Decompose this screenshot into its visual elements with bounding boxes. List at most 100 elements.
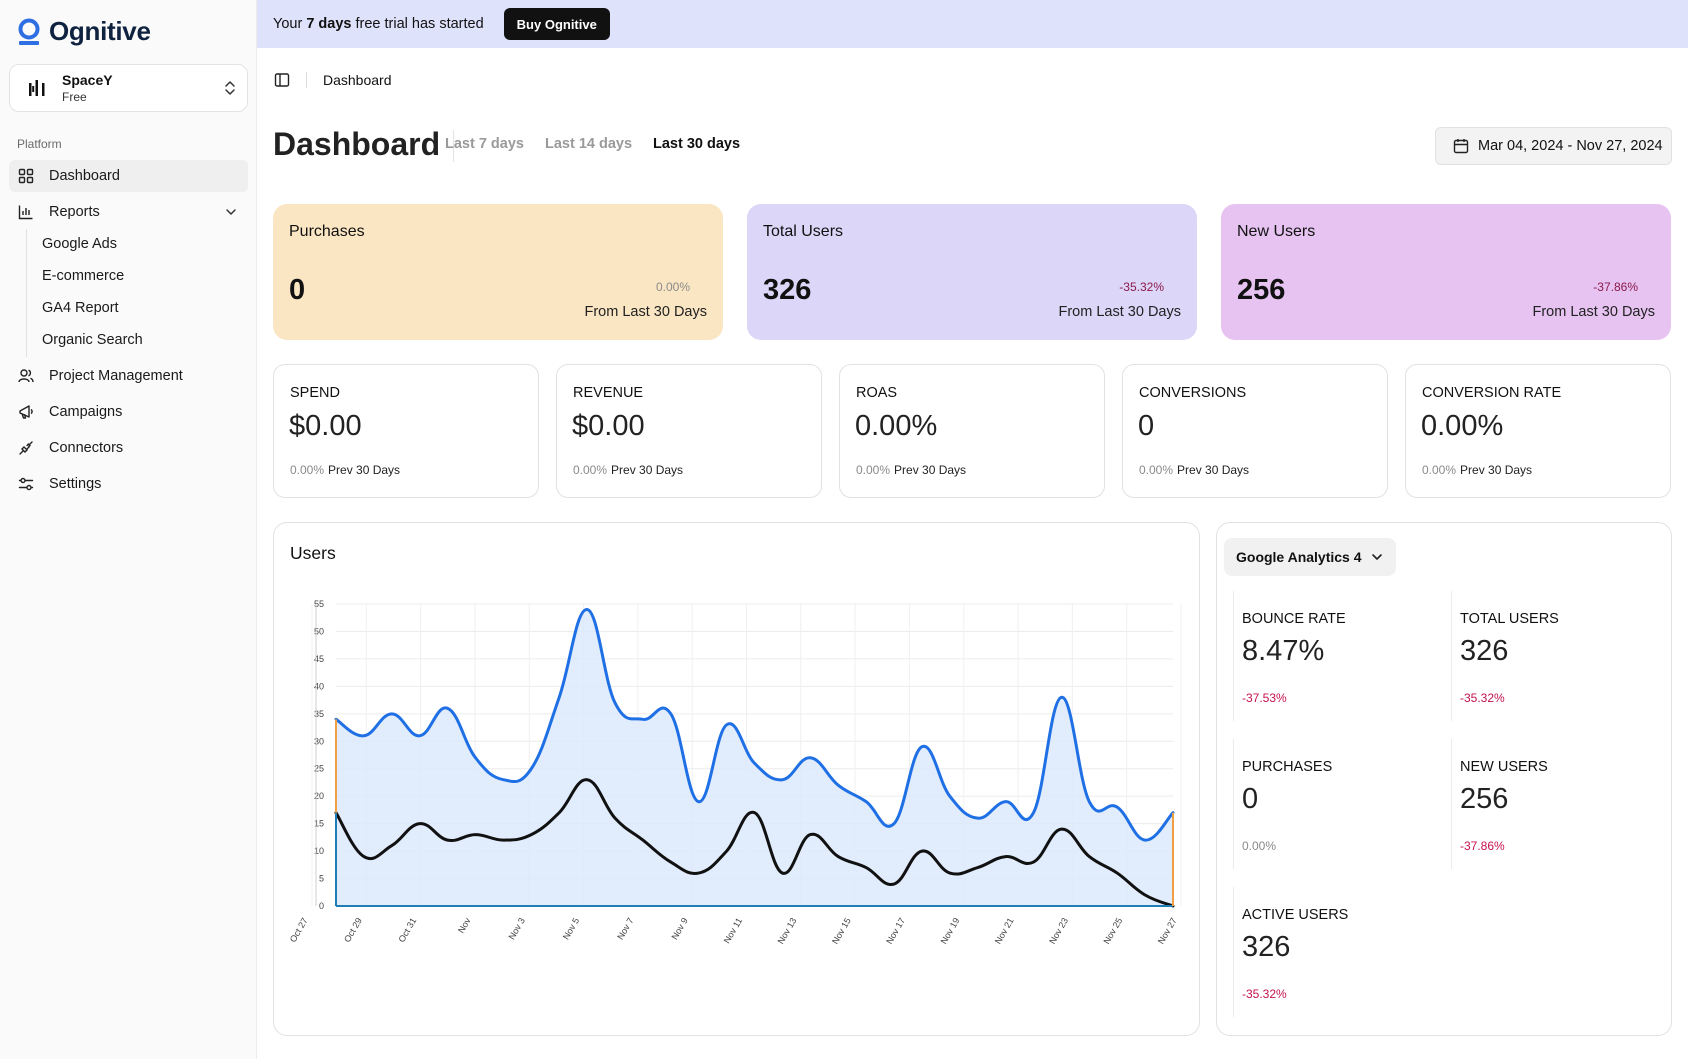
date-range-picker[interactable]: Mar 04, 2024 - Nov 27, 2024 [1435, 127, 1672, 165]
stat-delta: -37.86% [1460, 839, 1505, 853]
kpi-delta: -37.86% [1593, 280, 1638, 294]
ga-stat-new-users: NEW USERS 256 -37.86% [1451, 739, 1651, 869]
stat-value: 326 [1242, 931, 1291, 963]
data-point [725, 849, 729, 853]
metric-label: CONVERSIONS [1139, 385, 1247, 401]
reports-subnav-line [26, 229, 27, 357]
data-point [446, 838, 450, 842]
series-area-fill [336, 609, 1173, 906]
sidebar-item-connectors[interactable]: Connectors [9, 432, 248, 464]
metric-footer: 0.00% Prev 30 Days [290, 463, 401, 477]
data-point [585, 607, 589, 611]
kpi-subtext: From Last 30 Days [1058, 304, 1182, 320]
date-range-text: Mar 04, 2024 - Nov 27, 2024 [1478, 138, 1663, 154]
stat-delta: -37.53% [1242, 691, 1287, 705]
data-point [976, 866, 980, 870]
data-point [1059, 827, 1063, 831]
data-point [753, 811, 757, 815]
users-icon [18, 368, 34, 384]
data-point [892, 822, 896, 826]
data-point [948, 794, 952, 798]
metric-card-spend: SPEND $0.00 0.00% Prev 30 Days [273, 364, 539, 498]
x-tick-label: Nov 15 [830, 916, 853, 946]
data-point [390, 712, 394, 716]
kpi-value: 256 [1237, 274, 1286, 306]
ga-source-dropdown[interactable]: Google Analytics 4 [1224, 538, 1396, 576]
sidebar-item-dashboard[interactable]: Dashboard [9, 160, 248, 192]
data-point [864, 866, 868, 870]
kpi-delta: -35.32% [1119, 280, 1164, 294]
data-point [557, 695, 561, 699]
range-tab-7-days[interactable]: Last 7 days [445, 136, 524, 152]
x-tick-label: Nov 17 [884, 916, 907, 946]
data-point [697, 871, 701, 875]
stat-divider [1233, 739, 1234, 869]
users-chart-title: Users [290, 543, 336, 563]
calendar-icon [1453, 138, 1469, 154]
sidebar-subitem-ga4-report[interactable]: GA4 Report [42, 300, 119, 316]
x-tick-label: Nov 13 [776, 916, 799, 946]
metric-footer: 0.00% Prev 30 Days [856, 463, 967, 477]
range-tab-14-days[interactable]: Last 14 days [545, 136, 633, 152]
brand-logo[interactable]: Ognitive [17, 14, 151, 48]
sidebar-subitem-ecommerce[interactable]: E-commerce [42, 268, 125, 284]
kpi-title: New Users [1237, 223, 1316, 240]
x-tick-label: Oct 29 [342, 916, 364, 944]
data-point [418, 822, 422, 826]
y-tick-label: 50 [314, 626, 324, 636]
data-point [501, 838, 505, 842]
buy-button[interactable]: Buy Ognitive [503, 8, 610, 40]
kpi-card-purchases: Purchases 0 0.00% From Last 30 Days [273, 204, 723, 340]
data-point [808, 833, 812, 837]
sidebar-item-label: Project Management [49, 368, 183, 384]
sidebar-item-project-management[interactable]: Project Management [9, 360, 248, 392]
data-point [641, 838, 645, 842]
ga-source-label: Google Analytics 4 [1236, 549, 1362, 565]
x-tick-label: Oct 31 [396, 916, 418, 944]
ga-stat-total-users: TOTAL USERS 326 -35.32% [1451, 591, 1651, 721]
chevron-down-icon [224, 205, 238, 223]
data-point [1004, 855, 1008, 859]
team-logo-icon [26, 77, 48, 99]
data-point [1115, 805, 1119, 809]
data-point [780, 778, 784, 782]
data-point [1115, 871, 1119, 875]
data-point [1087, 855, 1091, 859]
x-tick-label: Oct 27 [288, 916, 310, 944]
x-tick-label: Nov 21 [993, 916, 1016, 946]
data-point [892, 882, 896, 886]
sidebar-subitem-organic-search[interactable]: Organic Search [42, 332, 143, 348]
x-tick-label: Nov 23 [1047, 916, 1070, 946]
stat-divider [1233, 591, 1234, 721]
sidebar-item-campaigns[interactable]: Campaigns [9, 396, 248, 428]
data-point [1059, 695, 1063, 699]
range-tab-30-days[interactable]: Last 30 days [653, 136, 741, 152]
bar-chart-icon [18, 204, 34, 220]
trial-banner-text: Your 7 days free trial has started [273, 16, 484, 32]
stat-label: BOUNCE RATE [1242, 611, 1346, 627]
sidebar-subitem-google-ads[interactable]: Google Ads [42, 236, 117, 252]
trial-banner: Your 7 days free trial has started Buy O… [257, 0, 1688, 48]
stat-value: 256 [1460, 783, 1509, 815]
sidebar-item-settings[interactable]: Settings [9, 468, 248, 500]
data-point [418, 734, 422, 738]
sidebar-item-label: Connectors [49, 440, 124, 456]
data-point [1143, 838, 1147, 842]
kpi-value: 326 [763, 274, 812, 306]
data-point [362, 855, 366, 859]
sidebar: Ognitive SpaceY Free Platform [0, 0, 257, 1059]
logo-icon [17, 18, 41, 45]
breadcrumb-separator [306, 72, 307, 88]
sidebar-toggle-icon[interactable] [274, 72, 290, 88]
users-area-chart[interactable]: 0 5 10 15 20 25 30 35 40 45 50 55 Oct 27 Oct 29 Oct 31… [274, 523, 1201, 1037]
data-point [641, 717, 645, 721]
data-point [557, 811, 561, 815]
x-tick-label: Nov 11 [722, 916, 745, 945]
data-point [446, 706, 450, 710]
sidebar-item-reports[interactable]: Reports [9, 196, 248, 228]
team-switcher[interactable]: SpaceY Free [9, 64, 248, 112]
metric-value: 0.00% [1421, 410, 1504, 442]
x-tick-label: Nov 27 [1156, 916, 1179, 946]
stat-value: 326 [1460, 635, 1509, 667]
kpi-title: Total Users [763, 223, 844, 240]
